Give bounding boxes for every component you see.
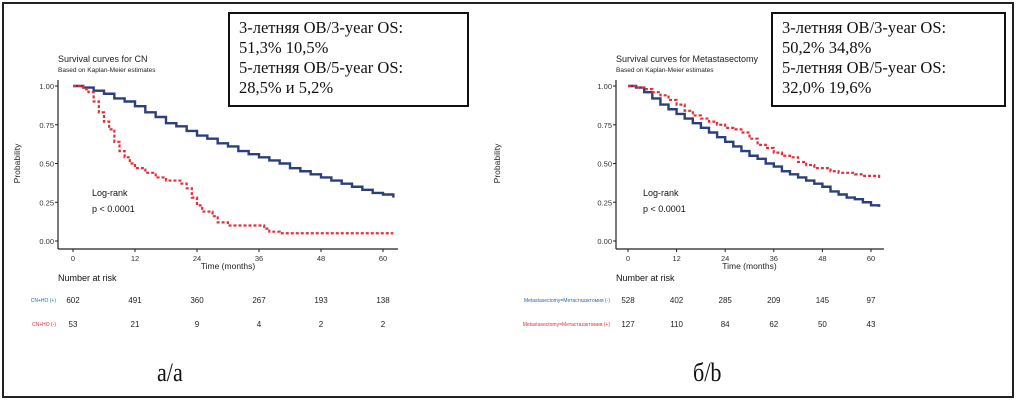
chart-title: Survival curves for Metastasectomy	[616, 54, 759, 64]
caption-b: б/b	[693, 358, 722, 387]
risk-value: 127	[621, 320, 635, 329]
risk-value: 528	[621, 296, 635, 305]
risk-value: 138	[376, 296, 390, 305]
km-chart-metastasectomy: Survival curves for Metastasectomy Based …	[492, 54, 884, 329]
x-tick-label: 12	[672, 254, 680, 263]
os-3yr-values: 51,3% 10,5%	[239, 38, 329, 57]
os-5yr-values: 32,0% 19,6%	[782, 78, 872, 97]
risk-table-title: Number at risk	[58, 273, 117, 283]
x-tick-label: 0	[71, 254, 75, 263]
risk-value: 193	[314, 296, 328, 305]
logrank-label: Log-rank	[643, 188, 679, 198]
figure-frame	[2, 2, 1014, 398]
chart-title: Survival curves for CN	[58, 54, 148, 64]
survival-curve-dashed	[73, 84, 394, 235]
risk-value: 267	[252, 296, 266, 305]
y-tick-label: 0.00	[597, 237, 612, 246]
os-5yr-label: 5-летняя ОВ/5-year OS:	[782, 58, 947, 77]
x-axis-title: Time (months)	[722, 261, 777, 271]
x-tick-label: 12	[131, 254, 139, 263]
risk-table-title: Number at risk	[616, 273, 675, 283]
x-tick-label: 24	[193, 254, 201, 263]
y-tick-label: 0.00	[39, 237, 54, 246]
x-tick-label: 48	[818, 254, 826, 263]
os-3yr-label: 3-летняя ОВ/3-year OS:	[239, 18, 404, 37]
pvalue-label: p < 0.0001	[643, 204, 686, 214]
risk-value: 84	[721, 320, 730, 329]
risk-value: 360	[190, 296, 204, 305]
x-axis-title: Time (months)	[201, 261, 256, 271]
risk-value: 145	[816, 296, 830, 305]
x-tick-label: 24	[721, 254, 729, 263]
panel-b: Survival curves for Metastasectomy Based …	[490, 0, 1018, 403]
y-axis-title: Probability	[12, 143, 22, 183]
km-chart-cn: Survival curves for CN Based on Kaplan-Me…	[12, 54, 398, 329]
risk-row-label: Metastasectomy=Метастазэктомия (-)	[524, 298, 610, 304]
risk-value: 110	[670, 320, 683, 329]
x-tick-label: 36	[770, 254, 778, 263]
risk-value: 53	[69, 320, 78, 329]
x-tick-label: 60	[379, 254, 387, 263]
risk-value: 50	[818, 320, 827, 329]
os-3yr-values: 50,2% 34,8%	[782, 38, 872, 57]
survival-curve-dashed	[628, 84, 881, 179]
risk-row-label: Metastasectomy=Метастазэктомия (+)	[523, 322, 611, 328]
y-axis-title: Probability	[492, 143, 502, 183]
os-5yr-label: 5-летняя ОВ/5-year OS:	[239, 58, 404, 77]
risk-value: 21	[131, 320, 140, 329]
risk-value: 97	[867, 296, 876, 305]
y-tick-label: 0.25	[39, 198, 54, 207]
y-tick-label: 0.50	[597, 160, 612, 169]
survival-curve-solid	[73, 84, 395, 198]
y-tick-label: 0.50	[39, 160, 54, 169]
risk-row-label: CN+НО (+)	[31, 298, 57, 304]
os-summary-box-a: 3-летняя ОВ/3-year OS: 51,3% 10,5% 5-лет…	[228, 12, 469, 107]
os-3yr-label: 3-летняя ОВ/3-year OS:	[782, 18, 947, 37]
risk-value: 209	[767, 296, 781, 305]
risk-value: 4	[257, 320, 262, 329]
risk-value: 602	[66, 296, 80, 305]
risk-value: 2	[319, 320, 324, 329]
risk-row-label: CN+НО (-)	[32, 322, 56, 328]
x-tick-label: 36	[255, 254, 263, 263]
y-tick-label: 0.75	[597, 121, 612, 130]
panel-a: Survival curves for CN Based on Kaplan-Me…	[0, 0, 500, 403]
chart-subtitle: Based on Kaplan-Meier estimates	[616, 67, 714, 74]
pvalue-label: p < 0.0001	[92, 204, 135, 214]
x-tick-label: 60	[867, 254, 875, 263]
risk-value: 9	[195, 320, 200, 329]
os-5yr-values: 28,5% и 5,2%	[239, 78, 334, 97]
risk-value: 62	[769, 320, 778, 329]
risk-value: 285	[719, 296, 733, 305]
risk-value: 2	[381, 320, 386, 329]
x-tick-label: 0	[626, 254, 630, 263]
x-tick-label: 48	[317, 254, 325, 263]
survival-curve-solid	[628, 84, 881, 207]
risk-value: 491	[128, 296, 142, 305]
risk-value: 402	[670, 296, 684, 305]
os-summary-box-b: 3-летняя ОВ/3-year OS: 50,2% 34,8% 5-лет…	[771, 12, 1006, 107]
y-tick-label: 0.75	[39, 121, 54, 130]
chart-subtitle: Based on Kaplan-Meier estimates	[58, 67, 156, 74]
y-tick-label: 1.00	[39, 82, 54, 91]
y-tick-label: 1.00	[597, 82, 612, 91]
risk-value: 43	[867, 320, 876, 329]
caption-a: а/a	[157, 358, 183, 387]
y-tick-label: 0.25	[597, 198, 612, 207]
logrank-label: Log-rank	[92, 188, 128, 198]
